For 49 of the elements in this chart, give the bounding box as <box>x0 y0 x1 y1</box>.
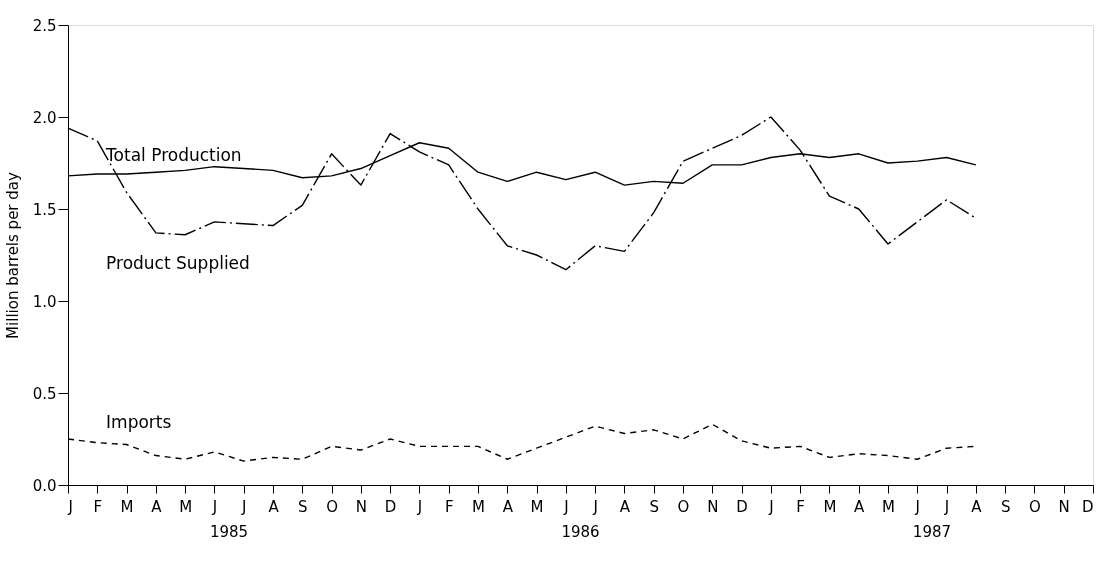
x-tick-label: F <box>93 497 103 516</box>
y-axis-title: Million barrels per day <box>3 172 22 339</box>
x-tick-label: S <box>1000 497 1011 516</box>
series-label: Total Production <box>105 144 242 165</box>
y-tick-label: 2.5 <box>32 16 57 35</box>
x-tick-label: A <box>619 497 631 516</box>
x-tick-label: N <box>355 497 367 516</box>
x-tick-label: J <box>914 497 920 516</box>
text: 1987 <box>912 523 952 541</box>
x-tick-label: F <box>444 497 454 516</box>
x-tick-label: M <box>530 497 544 516</box>
x-tick-label: D <box>736 497 748 516</box>
x-tick-label: J <box>592 497 598 516</box>
y-tick-label: 2.0 <box>32 108 57 127</box>
x-tick-label: O <box>677 497 690 516</box>
x-tick-label: S <box>298 497 308 516</box>
x-tick-label: A <box>971 497 983 516</box>
x-tick-label: M <box>472 497 485 516</box>
y-tick-label: 0.0 <box>32 476 57 495</box>
series-label: Imports <box>106 411 172 432</box>
x-tick-label: O <box>1029 497 1041 516</box>
y-tick-label: 0.5 <box>32 384 57 403</box>
text: 1985 <box>209 523 249 541</box>
text: 1986 <box>561 523 600 541</box>
x-tick-label: J <box>67 497 73 516</box>
x-tick-label: S <box>649 497 659 516</box>
x-tick-label: O <box>326 497 338 516</box>
x-tick-label: J <box>768 497 774 516</box>
x-tick-label: A <box>151 497 163 516</box>
x-tick-label: D <box>1081 497 1094 516</box>
y-tick-label: 1.0 <box>32 292 57 311</box>
series-label: Product Supplied <box>106 253 250 274</box>
x-tick-label: J <box>211 497 218 516</box>
x-tick-label: A <box>268 497 280 516</box>
x-tick-label: J <box>241 497 247 516</box>
x-tick-label: A <box>854 497 866 516</box>
x-tick-label: J <box>943 497 950 516</box>
x-tick-label: M <box>120 497 134 516</box>
x-tick-label: M <box>179 497 193 516</box>
x-tick-label: F <box>796 497 805 516</box>
x-tick-label: J <box>563 497 569 516</box>
x-tick-label: A <box>502 497 514 516</box>
x-tick-label: D <box>384 497 397 516</box>
x-tick-label: M <box>823 497 837 516</box>
x-tick-label: N <box>1058 497 1070 516</box>
x-tick-label: N <box>707 497 719 516</box>
y-tick-label: 1.5 <box>32 200 57 219</box>
x-tick-label: J <box>416 497 423 516</box>
x-tick-label: M <box>882 497 895 516</box>
